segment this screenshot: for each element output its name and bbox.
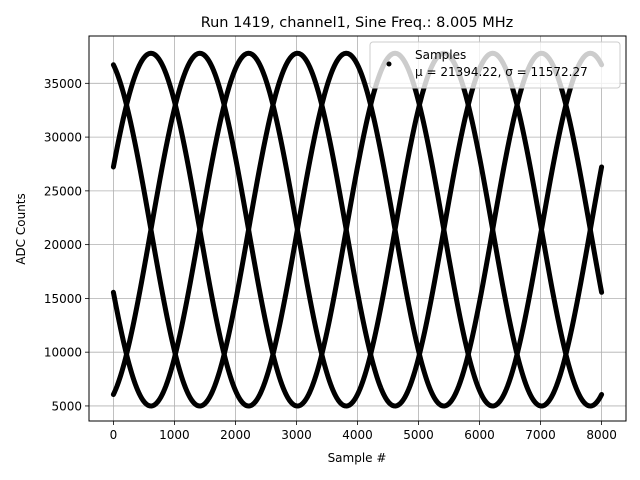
y-tick-label: 5000 [51, 399, 82, 413]
x-tick-label: 2000 [220, 428, 251, 442]
chart-title: Run 1419, channel1, Sine Freq.: 8.005 MH… [201, 15, 514, 31]
x-tick-label: 1000 [159, 428, 190, 442]
legend-title: Samples [415, 48, 466, 62]
sample-trace [110, 50, 605, 409]
x-tick-label: 4000 [342, 428, 373, 442]
x-axis-ticks: 0 1000 2000 3000 4000 5000 6000 7000 8000 [110, 421, 617, 442]
legend: Samples μ = 21394.22, σ = 11572.27 [369, 41, 621, 89]
x-tick-label: 6000 [464, 428, 495, 442]
legend-box [369, 41, 621, 89]
y-tick-label: 25000 [44, 184, 82, 198]
x-tick-label: 0 [110, 428, 118, 442]
x-tick-label: 8000 [586, 428, 617, 442]
y-tick-label: 15000 [44, 292, 82, 306]
x-axis-label: Sample # [328, 451, 387, 465]
legend-label: μ = 21394.22, σ = 11572.27 [415, 65, 588, 79]
y-tick-label: 35000 [44, 77, 82, 91]
x-tick-label: 5000 [403, 428, 434, 442]
y-tick-label: 20000 [44, 238, 82, 252]
sample-trace [110, 50, 605, 409]
x-tick-label: 7000 [525, 428, 556, 442]
sample-series [110, 50, 605, 409]
y-axis-label: ADC Counts [14, 193, 28, 265]
y-tick-label: 10000 [44, 346, 82, 360]
legend-marker [386, 61, 392, 67]
x-tick-label: 3000 [281, 428, 312, 442]
sample-trace [110, 50, 605, 409]
y-tick-label: 30000 [44, 131, 82, 145]
sample-trace [110, 50, 605, 409]
y-axis-ticks: 5000 10000 15000 20000 25000 30000 35000 [44, 77, 89, 413]
